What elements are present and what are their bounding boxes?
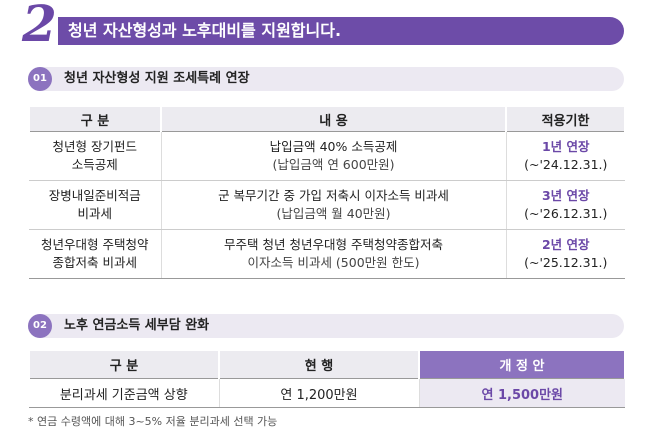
row-deadline: 1년 연장 (~'24.12.31.) <box>505 131 625 181</box>
subsection-header-1: 01 청년 자산형성 지원 조세특례 연장 <box>28 67 624 91</box>
banner-bar: 청년 자산형성과 노후대비를 지원합니다. <box>58 17 624 45</box>
table-row: 장병내일준비적금 비과세 군 복무기간 중 가입 저축시 이자소득 비과세 (납입금… <box>29 180 625 230</box>
header-deadline: 적용기한 <box>505 107 626 132</box>
banner-title: 청년 자산형성과 노후대비를 지원합니다. <box>68 21 342 40</box>
row-category: 청년우대형 주택청약 종합저축 비과세 <box>29 229 161 279</box>
subsection-badge-1: 01 <box>28 67 52 91</box>
row-content: 군 복무기간 중 가입 저축시 이자소득 비과세 (납입금액 월 40만원) <box>160 180 506 230</box>
row-content: 납입금액 40% 소득공제 (납입금액 연 600만원) <box>160 131 506 181</box>
row-revised: 연 1,500만원 <box>418 378 625 408</box>
table-row: 청년우대형 주택청약 종합저축 비과세 무주택 청년 청년우대형 주택청약종합저축… <box>29 229 625 279</box>
header-current: 현 행 <box>218 351 420 379</box>
subsection-header-2: 02 노후 연금소득 세부담 완화 <box>28 314 624 338</box>
table-row: 분리과세 기준금액 상향 연 1,200만원 연 1,500만원 <box>29 378 625 408</box>
header-content: 내 용 <box>160 107 507 132</box>
row-current: 연 1,200만원 <box>218 378 419 408</box>
header-category: 구 분 <box>28 351 220 379</box>
subsection-title-1: 청년 자산형성 지원 조세특례 연장 <box>64 71 250 86</box>
subsection-title-2: 노후 연금소득 세부담 완화 <box>64 318 210 333</box>
row-deadline: 3년 연장 (~'26.12.31.) <box>505 180 625 230</box>
footnote: * 연금 수령액에 대해 3~5% 저율 분리과세 선택 가능 <box>28 415 278 428</box>
row-category: 장병내일준비적금 비과세 <box>29 180 161 230</box>
row-content: 무주택 청년 청년우대형 주택청약종합저축 이자소득 비과세 (500만원 한도) <box>160 229 506 279</box>
header-revised: 개 정 안 <box>418 351 626 379</box>
section-banner: 2 청년 자산형성과 노후대비를 지원합니다. <box>0 0 647 60</box>
header-category: 구 분 <box>28 107 162 132</box>
row-deadline: 2년 연장 (~'25.12.31.) <box>505 229 625 279</box>
subsection-badge-2: 02 <box>28 314 52 338</box>
row-category: 청년형 장기펀드 소득공제 <box>29 131 161 181</box>
tax-special-table: 구 분 내 용 적용기한 청년형 장기펀드 소득공제 납입금액 40% 소득공제(… <box>28 107 626 279</box>
pension-tax-table: 구 분 현 행 개 정 안 분리과세 기준금액 상향 연 1,200만원 연 1… <box>28 351 626 408</box>
table-row: 청년형 장기펀드 소득공제 납입금액 40% 소득공제 (납입금액 연 600만원)… <box>29 131 625 181</box>
section-number: 2 <box>22 0 57 53</box>
table-header-row: 구 분 현 행 개 정 안 <box>28 351 626 379</box>
row-category: 분리과세 기준금액 상향 <box>29 378 219 408</box>
table-header-row: 구 분 내 용 적용기한 <box>28 107 626 132</box>
